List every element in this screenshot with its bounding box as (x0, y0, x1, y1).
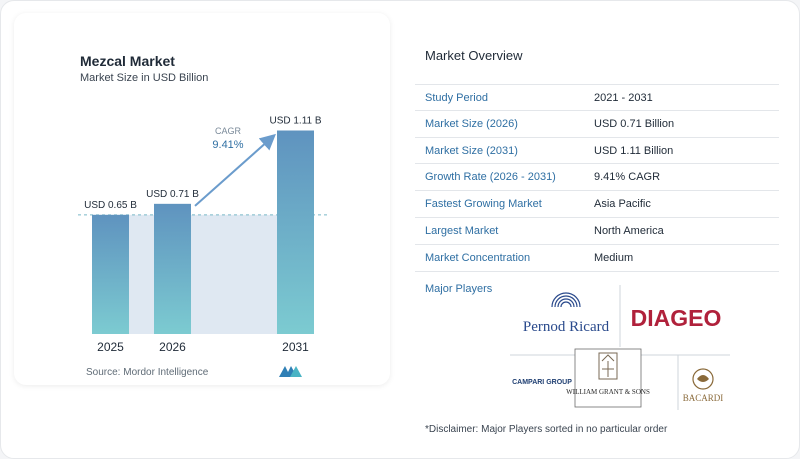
overview-row: Study Period 2021 - 2031 (415, 84, 779, 111)
market-overview-panel: Market Overview Study Period 2021 - 2031 … (415, 0, 800, 459)
overview-row-label: Market Size (2031) (425, 144, 518, 157)
overview-table: Study Period 2021 - 2031 Market Size (202… (415, 84, 779, 272)
x-tick-label: 2026 (159, 340, 186, 354)
campari-group-logo: CAMPARI GROUP (512, 379, 572, 386)
chart-title: Mezcal Market (80, 53, 175, 69)
data-label-2026: USD 0.71 B (146, 189, 199, 200)
bacardi-logo: BACARDI (683, 368, 724, 403)
data-label-2025: USD 0.65 B (84, 200, 137, 211)
pernod-ricard-text: Pernod Ricard (523, 319, 610, 335)
overview-title: Market Overview (425, 48, 523, 63)
overview-row: Largest Market North America (415, 218, 779, 245)
mordor-logo-icon (279, 366, 302, 377)
overview-row: Market Size (2026) USD 0.71 Billion (415, 111, 779, 138)
bar-chart: USD 0.65 B 2025 USD 0.71 B 2026 USD 1.11 B 20… (78, 116, 330, 354)
disclaimer-text: *Disclaimer: Major Players sorted in no … (425, 424, 668, 435)
overview-row: Growth Rate (2026 - 2031) 9.41% CAGR (415, 164, 779, 192)
overview-row-label: Study Period (425, 92, 488, 104)
x-tick-label: 2025 (97, 340, 124, 354)
overview-row: Fastest Growing Market Asia Pacific (415, 191, 779, 218)
overview-row-value: USD 0.71 Billion (594, 117, 675, 130)
bar-2025 (92, 214, 129, 334)
x-tick-label: 2031 (282, 340, 309, 354)
chart-subtitle: Market Size in USD Billion (80, 72, 209, 84)
cagr-label: CAGR (215, 126, 242, 136)
overview-row: Market Size (2031) USD 1.11 Billion (415, 138, 779, 165)
major-players-logos: Pernod Ricard DIAGEO CAMPARI GROUP WILLI… (510, 285, 730, 410)
major-players-label: Major Players (425, 283, 493, 295)
cagr-arrow (194, 133, 276, 207)
overview-row: Market Concentration Medium (415, 245, 779, 272)
bar-2026 (154, 203, 191, 334)
diageo-logo: DIAGEO (631, 305, 722, 331)
bar-2031 (277, 130, 314, 334)
overview-row-label: Growth Rate (2026 - 2031) (425, 171, 556, 184)
overview-row-label: Market Size (2026) (425, 117, 518, 130)
william-grant-text: WILLIAM GRANT & SONS (566, 388, 650, 396)
source-text: Source: Mordor Intelligence (86, 367, 209, 378)
data-label-2031: USD 1.11 B (269, 116, 321, 127)
overview-row-value: 9.41% CAGR (594, 171, 661, 184)
overview-row-value: Medium (594, 251, 634, 264)
bacardi-text: BACARDI (683, 393, 724, 403)
overview-row-label: Largest Market (425, 224, 499, 237)
overview-row-label: Fastest Growing Market (425, 198, 542, 211)
cagr-value: 9.41% (212, 139, 243, 151)
overview-row-value: Asia Pacific (594, 198, 651, 211)
overview-row-label: Market Concentration (425, 251, 531, 264)
pernod-ricard-logo: Pernod Ricard (523, 292, 610, 335)
overview-row-value: 2021 - 2031 (594, 92, 653, 104)
william-grant-logo: WILLIAM GRANT & SONS (566, 348, 650, 408)
overview-row-value: North America (594, 224, 664, 237)
overview-row-value: USD 1.11 Billion (594, 144, 674, 157)
